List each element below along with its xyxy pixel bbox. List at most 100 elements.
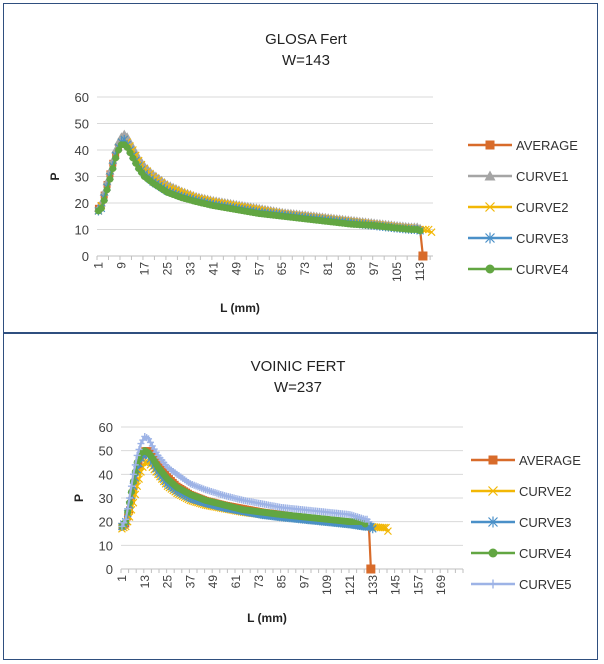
data-point — [368, 524, 377, 534]
legend-label: CURVE1 — [516, 169, 569, 184]
x-tick-label: 49 — [229, 262, 243, 276]
x-tick-label: 89 — [344, 262, 358, 276]
data-point — [129, 470, 137, 478]
y-tick-label: 10 — [99, 538, 113, 553]
chart-glosa-svg: GLOSA Fert W=143 0 10 20 30 40 50 60 1 9 17 25 33 41 49… — [48, 31, 578, 315]
x-axis-label: L (mm) — [220, 301, 260, 315]
legend-marker — [485, 232, 495, 244]
x-tick-label: 97 — [297, 575, 311, 589]
x-tick-label: 109 — [320, 575, 334, 595]
y-axis-label: P — [72, 494, 86, 502]
y-tick-label: 40 — [75, 143, 89, 158]
legend-item-average: AVERAGE — [468, 138, 578, 153]
data-point — [427, 228, 436, 237]
data-point — [100, 196, 108, 204]
legend-marker — [488, 548, 498, 558]
y-tick-label: 50 — [99, 444, 113, 459]
x-tick-label: 13 — [138, 575, 152, 589]
x-tick-label: 65 — [275, 262, 289, 276]
y-tick-label: 20 — [75, 196, 89, 211]
data-point — [103, 186, 111, 194]
data-point — [416, 227, 424, 235]
x-tick-label: 25 — [160, 262, 174, 276]
data-point — [146, 438, 154, 446]
data-point — [418, 251, 428, 261]
data-point — [132, 159, 140, 167]
legend-label: CURVE2 — [519, 484, 572, 499]
data-point — [97, 204, 105, 212]
series-average — [94, 135, 428, 261]
legend-item-curve3: CURVE3 — [471, 515, 572, 530]
legend-label: CURVE2 — [516, 200, 569, 215]
legend-label: AVERAGE — [516, 138, 578, 153]
data-point — [109, 165, 117, 173]
chart-panel-glosa: GLOSA Fert W=143 0 10 20 30 40 50 60 1 9 17 25 33 41 49… — [3, 3, 598, 333]
x-tick-label: 169 — [434, 575, 448, 595]
x-tick-label: 1 — [115, 575, 129, 582]
x-tick-label: 145 — [389, 575, 403, 595]
x-tick-label: 49 — [206, 575, 220, 589]
data-point — [126, 149, 134, 157]
x-tick-label: 81 — [321, 262, 335, 276]
x-tick-label: 113 — [413, 262, 427, 281]
y-tick-label: 40 — [99, 467, 113, 482]
y-tick-label: 60 — [75, 90, 89, 105]
y-tick-label: 50 — [75, 117, 89, 132]
series-line — [97, 143, 421, 232]
data-point — [118, 522, 126, 530]
legend-item-curve4: CURVE4 — [468, 262, 569, 277]
legend-label: AVERAGE — [519, 453, 581, 468]
chart-subtitle: W=237 — [274, 379, 322, 396]
legend-label: CURVE3 — [516, 231, 569, 246]
legend-marker — [488, 516, 498, 528]
data-point — [421, 225, 430, 234]
chart-title: GLOSA Fert — [265, 31, 348, 48]
data-point — [112, 154, 120, 162]
legend-label: CURVE5 — [519, 577, 572, 592]
x-tick-label: 57 — [252, 262, 266, 276]
legend-marker — [488, 455, 498, 465]
chart-panel-voinic: VOINIC FERT W=237 0 10 20 30 40 50 60 1 13 25 37 49 61… — [3, 333, 598, 660]
x-tick-label: 73 — [252, 575, 266, 589]
x-tick-label: 25 — [161, 575, 175, 589]
data-point — [133, 451, 141, 459]
chart-subtitle: W=143 — [282, 52, 330, 69]
legend-item-average: AVERAGE — [471, 453, 581, 468]
data-point — [139, 436, 147, 444]
x-tick-label: 157 — [411, 575, 425, 595]
series-curve2 — [94, 135, 436, 237]
y-tick-label: 60 — [99, 420, 113, 435]
legend-marker — [485, 140, 495, 150]
x-tick-label: 121 — [343, 575, 357, 595]
data-point — [384, 527, 392, 536]
data-point — [126, 494, 134, 502]
legend-marker — [488, 579, 498, 589]
series-line — [97, 137, 424, 257]
x-tick-label: 133 — [366, 575, 380, 595]
data-point — [122, 515, 130, 523]
data-point — [376, 523, 385, 532]
y-axis-label: P — [48, 172, 62, 180]
series-curve5 — [118, 432, 373, 530]
data-point — [106, 175, 114, 183]
legend-item-curve4: CURVE4 — [471, 546, 572, 561]
data-point — [145, 435, 153, 443]
legend-item-curve2: CURVE2 — [468, 200, 569, 215]
data-point — [365, 518, 373, 526]
legend-item-curve3: CURVE3 — [468, 231, 569, 246]
data-point — [129, 154, 137, 162]
legend-item-curve5: CURVE5 — [471, 577, 572, 592]
y-tick-label: 30 — [75, 170, 89, 185]
data-point — [127, 482, 135, 490]
series-line — [97, 137, 432, 234]
series-curve4 — [94, 141, 424, 235]
legend-item-curve1: CURVE1 — [468, 169, 569, 184]
legend-marker — [488, 486, 498, 496]
data-point — [135, 445, 143, 453]
legend-label: CURVE3 — [519, 515, 572, 530]
data-point — [124, 505, 132, 513]
x-tick-label: 105 — [390, 262, 404, 282]
legend-item-curve2: CURVE2 — [471, 484, 572, 499]
x-tick-label: 41 — [206, 262, 220, 276]
data-point — [123, 143, 131, 151]
